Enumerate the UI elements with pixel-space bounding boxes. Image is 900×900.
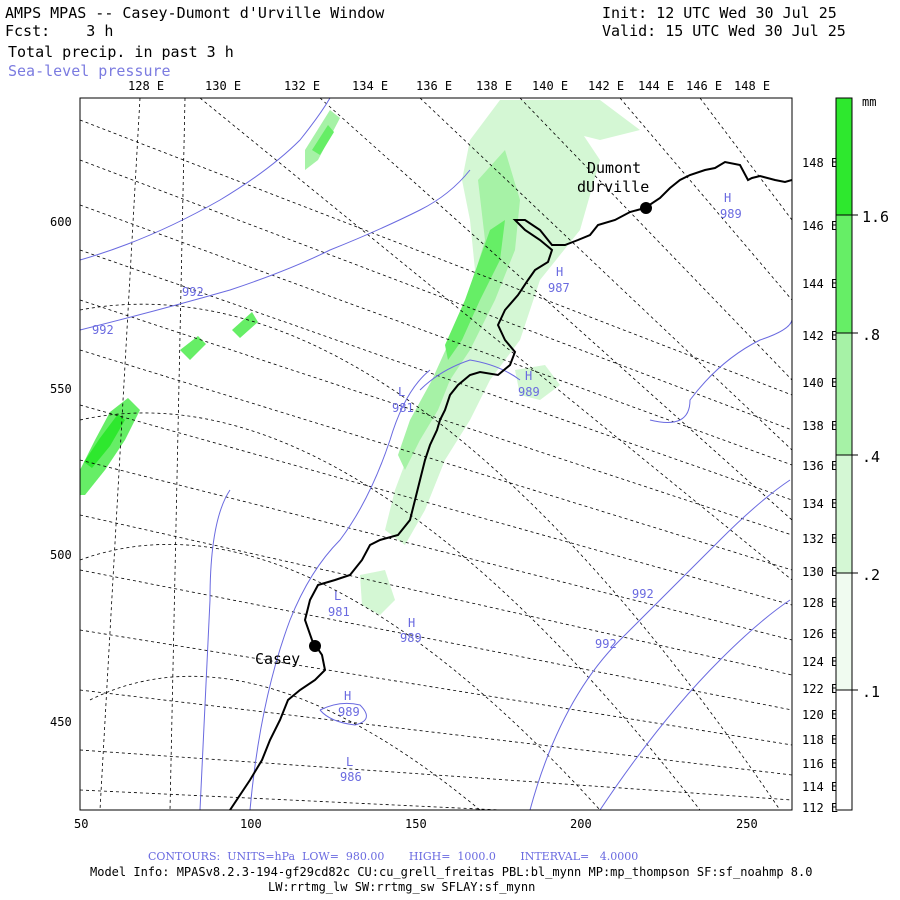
colorbar-label: 1.6: [862, 208, 889, 226]
precip-shading: [80, 100, 640, 615]
lon-label: 130 E: [802, 565, 838, 579]
model-info-line2: LW:rrtmg_lw SW:rrtmg_sw SFLAY:sf_mynn: [268, 880, 536, 894]
pressure-label: 992: [595, 637, 617, 651]
lon-label: 130 E: [205, 79, 241, 93]
pressure-label: 981: [328, 605, 350, 619]
right-longitude-labels: 148 E 146 E 144 E 142 E 140 E 138 E 136 …: [802, 156, 838, 815]
field-name: Total precip. in past 3 h: [8, 43, 234, 61]
lon-label: 140 E: [532, 79, 568, 93]
pressure-label: 989: [518, 385, 540, 399]
lon-label: 148 E: [734, 79, 770, 93]
colorbar-bin: [836, 455, 852, 573]
lon-label: 144 E: [802, 277, 838, 291]
map-title: AMPS MPAS -- Casey-Dumont d'Urville Wind…: [5, 4, 385, 22]
valid-time: Valid: 15 UTC Wed 30 Jul 25: [602, 22, 846, 40]
y-tick: 550: [50, 382, 72, 396]
pressure-label: 989: [720, 207, 742, 221]
colorbar-frame: [835, 97, 853, 811]
colorbar-unit: mm: [862, 95, 876, 109]
pressure-label: H: [556, 265, 563, 279]
lon-label: 136 E: [802, 459, 838, 473]
pressure-label: L: [398, 385, 405, 399]
colorbar-label: .1: [862, 683, 880, 701]
lon-label: 146 E: [802, 219, 838, 233]
pressure-label: 992: [182, 285, 204, 299]
lon-label: 128 E: [128, 79, 164, 93]
colorbar-label: .2: [862, 566, 880, 584]
lon-label: 118 E: [802, 733, 838, 747]
plot-frame: [79, 97, 793, 811]
lon-label: 142 E: [802, 329, 838, 343]
graticule: [80, 98, 792, 810]
lon-label: 132 E: [802, 532, 838, 546]
pressure-label: L: [346, 755, 353, 769]
contour-info: CONTOURS: UNITS=hPa LOW= 980.00 HIGH= 10…: [148, 850, 639, 863]
pressure-label: H: [344, 689, 351, 703]
overlay-name: Sea-level pressure: [8, 62, 171, 80]
colorbar-label: .8: [862, 326, 880, 344]
pressure-label: 981: [392, 401, 414, 415]
lon-label: 112 E: [802, 801, 838, 815]
casey-marker: [309, 640, 321, 652]
lon-label: 124 E: [802, 655, 838, 669]
lon-label: 142 E: [588, 79, 624, 93]
lon-label: 132 E: [284, 79, 320, 93]
colorbar-bin: [836, 333, 852, 455]
lon-label: 114 E: [802, 780, 838, 794]
colorbar-bin: [836, 98, 852, 215]
casey-label: Casey: [255, 650, 300, 668]
pressure-label: 989: [338, 705, 360, 719]
lon-label: 148 E: [802, 156, 838, 170]
x-tick: 200: [570, 817, 592, 831]
dumont-label-line1: Dumont: [587, 159, 641, 177]
dumont-durville-marker: [640, 202, 652, 214]
pressure-labels: 992 992 L 981 H 989 H 987 H 989 L 981 H …: [92, 191, 742, 784]
top-longitude-labels: 128 E 130 E 132 E 134 E 136 E 138 E 140 …: [128, 79, 770, 93]
lon-label: 146 E: [686, 79, 722, 93]
lon-label: 116 E: [802, 757, 838, 771]
y-tick: 600: [50, 215, 72, 229]
lon-label: 134 E: [352, 79, 388, 93]
grid-axis-ticks: 50 100 150 200 250 600 550 500 450: [50, 215, 758, 831]
pressure-label: H: [408, 616, 415, 630]
lon-label: 128 E: [802, 596, 838, 610]
colorbar: mm 1.6 .8 .4 .2 .1: [835, 95, 889, 811]
lon-label: 136 E: [416, 79, 452, 93]
x-tick: 50: [74, 817, 88, 831]
colorbar-bin: [836, 215, 852, 333]
lon-label: 140 E: [802, 376, 838, 390]
colorbar-bin-empty: [836, 690, 852, 810]
slp-contours: [80, 98, 792, 810]
lon-label: 120 E: [802, 708, 838, 722]
lon-label: 138 E: [802, 419, 838, 433]
pressure-label: 987: [548, 281, 570, 295]
colorbar-bin: [836, 573, 852, 690]
lon-label: 134 E: [802, 497, 838, 511]
forecast-hour: Fcst: 3 h: [5, 22, 114, 40]
colorbar-label: .4: [862, 448, 880, 466]
lon-label: 122 E: [802, 682, 838, 696]
pressure-label: 992: [92, 323, 114, 337]
pressure-label: 986: [340, 770, 362, 784]
lon-label: 138 E: [476, 79, 512, 93]
pressure-label: H: [724, 191, 731, 205]
lon-label: 144 E: [638, 79, 674, 93]
y-tick: 500: [50, 548, 72, 562]
dumont-label-line2: dUrville: [577, 178, 649, 196]
model-info-line1: Model Info: MPASv8.2.3-194-gf29cd82c CU:…: [90, 865, 813, 879]
x-tick: 150: [405, 817, 427, 831]
lon-label: 126 E: [802, 627, 838, 641]
pressure-label: H: [525, 369, 532, 383]
pressure-label: 989: [400, 631, 422, 645]
x-tick: 100: [240, 817, 262, 831]
x-tick: 250: [736, 817, 758, 831]
y-tick: 450: [50, 715, 72, 729]
coastline: [229, 160, 792, 810]
init-time: Init: 12 UTC Wed 30 Jul 25: [602, 4, 837, 22]
pressure-label: L: [334, 589, 341, 603]
pressure-label: 992: [632, 587, 654, 601]
